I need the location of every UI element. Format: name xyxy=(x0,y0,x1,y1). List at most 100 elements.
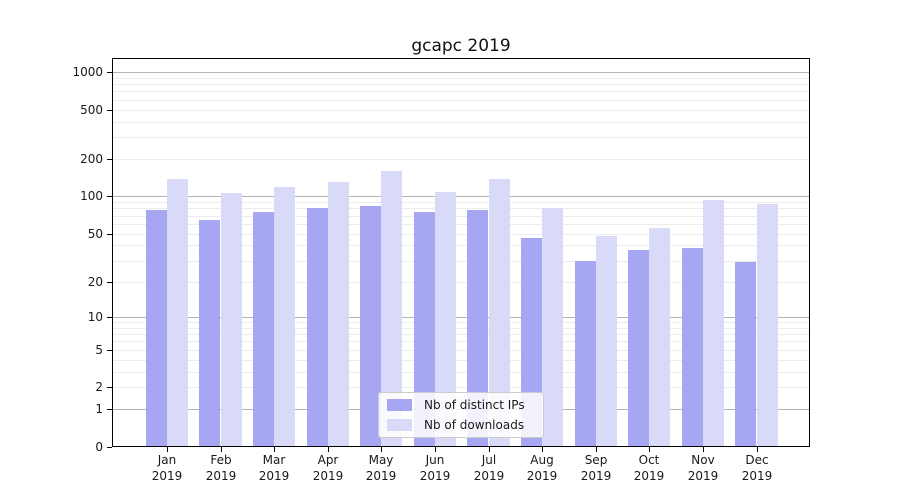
x-tick-month: May xyxy=(368,453,394,467)
y-tick xyxy=(107,350,112,351)
x-tick-year: 2019 xyxy=(473,469,505,483)
gridline-minor xyxy=(113,372,809,373)
gridline-minor xyxy=(113,122,809,123)
x-tick xyxy=(167,447,168,452)
bar-downloads-oct xyxy=(649,228,670,447)
x-tick xyxy=(221,447,222,452)
x-tick-year: 2019 xyxy=(419,469,451,483)
x-tick xyxy=(757,447,758,452)
legend: Nb of distinct IPs Nb of downloads xyxy=(378,392,544,438)
bar-downloads-mar xyxy=(274,187,295,447)
bar-distinct-ips-oct xyxy=(628,250,649,447)
y-tick xyxy=(107,234,112,235)
legend-swatch-distinct-ips xyxy=(387,399,412,411)
bar-downloads-jul xyxy=(489,179,510,447)
x-tick-month: Aug xyxy=(530,453,554,467)
y-tick xyxy=(107,387,112,388)
x-tick-year: 2019 xyxy=(205,469,237,483)
x-tick-year: 2019 xyxy=(151,469,183,483)
x-tick-label: Apr 2019 xyxy=(298,452,358,484)
y-tick-label: 200 xyxy=(80,152,103,166)
x-tick-label: Dec 2019 xyxy=(727,452,787,484)
gridline-minor xyxy=(113,208,809,209)
gridline-minor xyxy=(113,360,809,361)
x-tick-label: May 2019 xyxy=(351,452,411,484)
bar-downloads-jun xyxy=(435,192,456,447)
gridline-minor xyxy=(113,282,809,283)
gridline-minor xyxy=(113,341,809,342)
gridline-minor xyxy=(113,350,809,351)
gridline-minor xyxy=(113,110,809,111)
y-tick xyxy=(107,409,112,410)
legend-swatch-downloads xyxy=(387,419,412,431)
x-tick-month: Jan xyxy=(157,453,177,467)
bar-distinct-ips-dec xyxy=(735,262,756,447)
x-tick-month: Apr xyxy=(317,453,339,467)
y-tick-label: 2 xyxy=(95,380,103,394)
gridline-minor xyxy=(113,100,809,101)
gridline-major xyxy=(113,72,809,73)
gridline-minor xyxy=(113,224,809,225)
y-tick-label: 0 xyxy=(95,440,103,454)
y-tick xyxy=(107,317,112,318)
x-tick xyxy=(542,447,543,452)
x-tick-label: Oct 2019 xyxy=(619,452,679,484)
bar-downloads-aug xyxy=(542,208,563,447)
x-tick-label: Mar 2019 xyxy=(244,452,304,484)
bar-distinct-ips-nov xyxy=(682,248,703,447)
x-tick-year: 2019 xyxy=(526,469,558,483)
gridline-minor xyxy=(113,322,809,323)
gridline-minor xyxy=(113,137,809,138)
x-tick-year: 2019 xyxy=(741,469,773,483)
y-tick xyxy=(107,110,112,111)
x-tick-label: Aug 2019 xyxy=(512,452,572,484)
x-tick xyxy=(649,447,650,452)
bar-downloads-jan xyxy=(167,179,188,447)
bar-distinct-ips-jul xyxy=(467,210,488,447)
x-tick-year: 2019 xyxy=(258,469,290,483)
y-tick-label: 1000 xyxy=(72,65,103,79)
x-tick-label: Jan 2019 xyxy=(137,452,197,484)
y-tick xyxy=(107,196,112,197)
bar-distinct-ips-jun xyxy=(414,212,435,447)
x-tick-year: 2019 xyxy=(365,469,397,483)
y-tick-label: 5 xyxy=(95,343,103,357)
x-tick xyxy=(274,447,275,452)
x-tick-month: Dec xyxy=(745,453,769,467)
bar-downloads-may xyxy=(381,171,402,447)
y-tick xyxy=(107,159,112,160)
gridline-minor xyxy=(113,261,809,262)
y-tick-label: 500 xyxy=(80,103,103,117)
legend-label-distinct-ips: Nb of distinct IPs xyxy=(424,398,525,412)
x-tick-month: Feb xyxy=(210,453,232,467)
x-tick-label: Feb 2019 xyxy=(191,452,251,484)
x-tick-year: 2019 xyxy=(312,469,344,483)
bar-distinct-ips-jan xyxy=(146,210,167,447)
bar-downloads-sep xyxy=(596,236,617,447)
x-tick-label: Nov 2019 xyxy=(673,452,733,484)
gridline-minor xyxy=(113,245,809,246)
gridline-minor xyxy=(113,216,809,217)
x-tick xyxy=(435,447,436,452)
x-tick-year: 2019 xyxy=(580,469,612,483)
gridline-minor xyxy=(113,387,809,388)
y-tick-label: 1 xyxy=(95,402,103,416)
x-tick-month: Oct xyxy=(638,453,660,467)
bar-downloads-apr xyxy=(328,182,349,447)
gridline-minor xyxy=(113,84,809,85)
legend-item-distinct-ips: Nb of distinct IPs xyxy=(387,397,535,413)
y-tick xyxy=(107,72,112,73)
bar-downloads-nov xyxy=(703,200,724,447)
bar-distinct-ips-feb xyxy=(199,220,220,447)
x-tick xyxy=(489,447,490,452)
chart-title: gcapc 2019 xyxy=(411,36,511,56)
legend-label-downloads: Nb of downloads xyxy=(424,418,525,432)
gridline-major xyxy=(113,317,809,318)
x-tick-month: Jul xyxy=(481,453,497,467)
x-tick-label: Jul 2019 xyxy=(459,452,519,484)
y-tick-label: 50 xyxy=(87,227,103,241)
x-tick-label: Jun 2019 xyxy=(405,452,465,484)
y-tick-label: 10 xyxy=(87,310,103,324)
x-tick-year: 2019 xyxy=(687,469,719,483)
